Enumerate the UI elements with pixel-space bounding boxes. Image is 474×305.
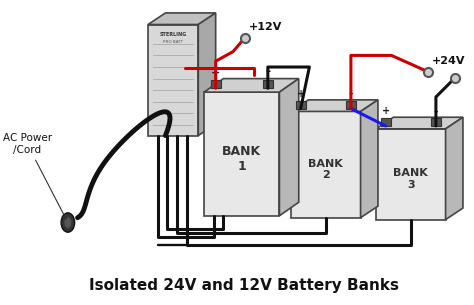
Bar xyxy=(211,80,220,88)
Text: BANK
3: BANK 3 xyxy=(393,168,428,190)
Polygon shape xyxy=(148,24,198,136)
Polygon shape xyxy=(148,13,216,24)
Text: AC Power
/Cord: AC Power /Cord xyxy=(3,133,66,219)
Text: -: - xyxy=(265,65,270,78)
Bar xyxy=(346,101,356,109)
Text: +: + xyxy=(211,68,220,78)
Bar xyxy=(296,101,306,109)
Bar xyxy=(263,80,273,88)
Text: PRO BATT: PRO BATT xyxy=(163,40,183,44)
Text: BANK
2: BANK 2 xyxy=(309,159,343,180)
Polygon shape xyxy=(291,100,378,111)
Polygon shape xyxy=(291,111,361,218)
Text: +24V: +24V xyxy=(432,56,465,66)
Ellipse shape xyxy=(64,217,72,228)
Polygon shape xyxy=(376,117,463,129)
Polygon shape xyxy=(198,13,216,136)
Bar xyxy=(431,118,441,126)
Text: BANK
1: BANK 1 xyxy=(222,145,261,173)
Text: +: + xyxy=(297,89,305,99)
Ellipse shape xyxy=(61,213,74,232)
Polygon shape xyxy=(376,129,446,220)
Text: +: + xyxy=(382,106,390,116)
Text: Isolated 24V and 12V Battery Banks: Isolated 24V and 12V Battery Banks xyxy=(89,278,399,293)
Text: STERLING: STERLING xyxy=(160,32,187,37)
Polygon shape xyxy=(280,79,299,216)
Text: +12V: +12V xyxy=(248,22,282,32)
Polygon shape xyxy=(446,117,463,220)
Polygon shape xyxy=(204,79,299,92)
Text: -: - xyxy=(434,106,438,116)
Text: -: - xyxy=(348,89,353,99)
Polygon shape xyxy=(361,100,378,218)
Polygon shape xyxy=(204,92,280,216)
Bar xyxy=(381,118,391,126)
